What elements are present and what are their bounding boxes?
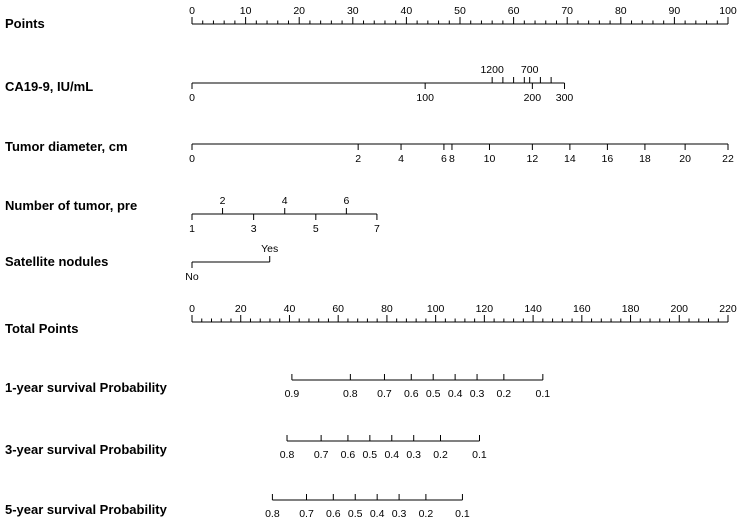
- tick-label: 200: [671, 303, 689, 315]
- tick-label: 0.1: [536, 388, 551, 400]
- tick-label: 0.5: [363, 449, 378, 461]
- tick-label: 0.2: [433, 449, 448, 461]
- tick-label: 0.2: [419, 508, 434, 520]
- number-of-tumor-label: Number of tumor, pre: [5, 198, 137, 213]
- tick-label: 200: [524, 92, 542, 104]
- tick-label: 0.4: [370, 508, 385, 520]
- tick-label: 0.9: [285, 388, 300, 400]
- satellite-nodules-label: Satellite nodules: [5, 254, 108, 269]
- points-scale: 0 10 20 30 40 50 60 70 80 90 100: [189, 5, 737, 25]
- tick-label: 0.2: [497, 388, 512, 400]
- tick-label: 0: [189, 303, 195, 315]
- tick-label: 0: [189, 5, 195, 17]
- tick-label: 50: [454, 5, 466, 17]
- three-year-survival-scale: 0.8 0.7 0.6 0.5 0.4 0.3 0.2 0.1: [280, 435, 487, 461]
- number-of-tumor-scale: 1 2 3 4 5 6 7: [189, 195, 380, 235]
- tumor-diameter-scale: 0 2 4 6 8 10 12 14 16 18 20 22: [189, 143, 734, 165]
- tick-label: 0.7: [377, 388, 392, 400]
- total-points-label: Total Points: [5, 321, 78, 336]
- one-year-survival-scale: 0.9 0.8 0.7 0.6 0.5 0.4 0.3 0.2 0.1: [285, 374, 551, 400]
- tick-label: 8: [449, 153, 455, 165]
- tick-label: 0.4: [448, 388, 463, 400]
- tick-label: 20: [293, 5, 305, 17]
- tick-label: 160: [573, 303, 591, 315]
- tick-label: 60: [508, 5, 520, 17]
- ca199-label: CA19-9, IU/mL: [5, 79, 93, 94]
- tick-label: 16: [602, 153, 614, 165]
- tick-label: 0.8: [280, 449, 295, 461]
- tick-label: 80: [615, 5, 627, 17]
- tick-label: 2: [220, 195, 226, 207]
- tick-label: 120: [476, 303, 494, 315]
- tick-label: 14: [564, 153, 576, 165]
- tick-label: 60: [332, 303, 344, 315]
- tick-label: 0.1: [472, 449, 487, 461]
- tick-label: 4: [398, 153, 404, 165]
- points-label: Points: [5, 16, 45, 31]
- tick-label: 0.3: [406, 449, 421, 461]
- tick-label: 0: [189, 153, 195, 165]
- tick-label: 90: [669, 5, 681, 17]
- tick-label: 7: [374, 223, 380, 235]
- tick-label: 0.6: [326, 508, 341, 520]
- tick-label: 4: [282, 195, 288, 207]
- tick-label: 0.6: [341, 449, 356, 461]
- tick-label: 0.3: [392, 508, 407, 520]
- tick-label: 700: [521, 64, 539, 76]
- tick-label: 30: [347, 5, 359, 17]
- tick-label: 10: [484, 153, 496, 165]
- tick-label: 0.7: [314, 449, 329, 461]
- tick-label: 1200: [480, 64, 504, 76]
- tick-label: 18: [639, 153, 651, 165]
- tick-label: 220: [719, 303, 737, 315]
- tick-label: 0.6: [404, 388, 419, 400]
- tick-label: 0.1: [455, 508, 470, 520]
- tick-label: 0.3: [470, 388, 485, 400]
- tick-label: 1: [189, 223, 195, 235]
- tick-label: 0.5: [426, 388, 441, 400]
- tick-label: 0.8: [343, 388, 358, 400]
- tick-label: 0.7: [299, 508, 314, 520]
- tick-label: 0.4: [384, 449, 399, 461]
- tick-label: 300: [556, 92, 574, 104]
- five-year-survival-label: 5-year survival Probability: [5, 502, 168, 517]
- tick-label: 100: [427, 303, 445, 315]
- tick-label: 0.5: [348, 508, 363, 520]
- three-year-survival-label: 3-year survival Probability: [5, 442, 168, 457]
- one-year-survival-label: 1-year survival Probability: [5, 380, 168, 395]
- tick-label: 2: [355, 153, 361, 165]
- tick-label: 180: [622, 303, 640, 315]
- five-year-survival-scale: 0.8 0.7 0.6 0.5 0.4 0.3 0.2 0.1: [265, 494, 470, 520]
- tick-label: 10: [240, 5, 252, 17]
- tick-label: 6: [441, 153, 447, 165]
- tick-label: 140: [524, 303, 542, 315]
- tick-label: 70: [561, 5, 573, 17]
- tick-label: 22: [722, 153, 734, 165]
- tick-label: 20: [235, 303, 247, 315]
- tick-label: No: [185, 271, 199, 283]
- tick-label: 0.8: [265, 508, 280, 520]
- satellite-nodules-scale: No Yes: [185, 243, 278, 283]
- ca199-scale: 0 100 200 300 1200 700: [189, 64, 573, 104]
- total-points-scale: 0 20 40 60 80 100 120 140 160 180 200 220: [189, 303, 737, 323]
- tick-label: 6: [343, 195, 349, 207]
- tick-label: 100: [416, 92, 434, 104]
- tick-label: 12: [527, 153, 539, 165]
- tick-label: 20: [679, 153, 691, 165]
- tumor-diameter-label: Tumor diameter, cm: [5, 139, 128, 154]
- tick-label: Yes: [261, 243, 278, 255]
- tick-label: 80: [381, 303, 393, 315]
- tick-label: 0: [189, 92, 195, 104]
- tick-label: 40: [401, 5, 413, 17]
- tick-label: 40: [284, 303, 296, 315]
- tick-label: 100: [719, 5, 737, 17]
- tick-label: 5: [313, 223, 319, 235]
- tick-label: 3: [251, 223, 257, 235]
